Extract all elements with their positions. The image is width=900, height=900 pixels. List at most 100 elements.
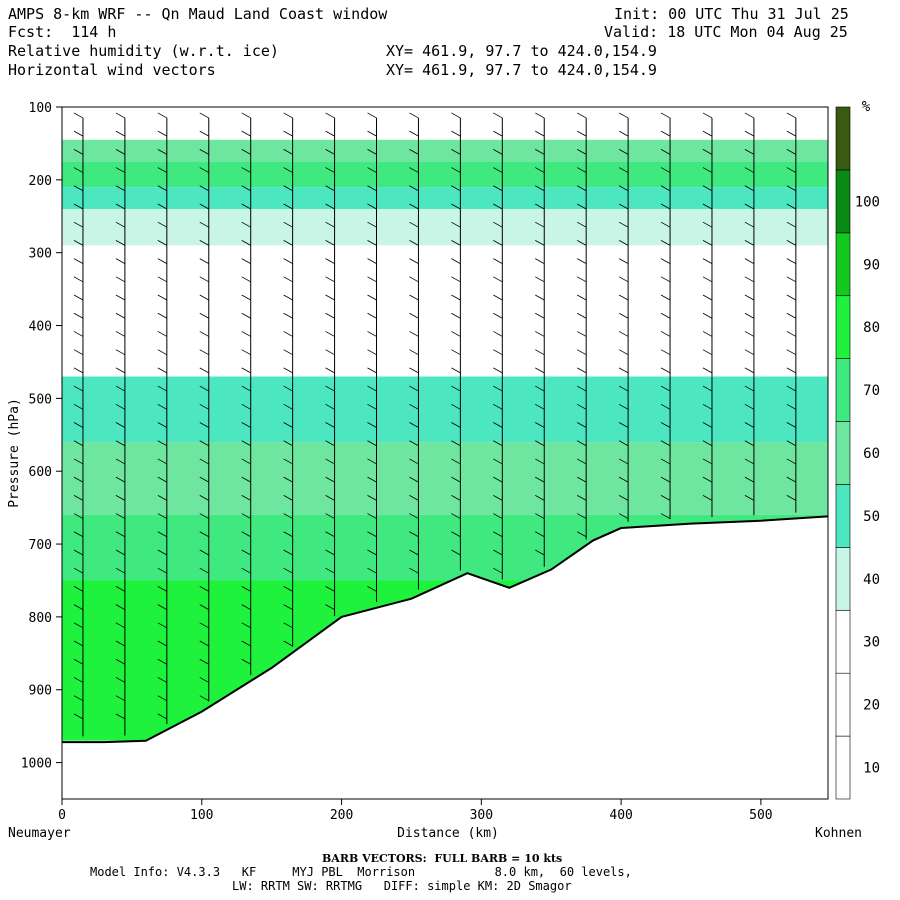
barb-feather (115, 586, 126, 592)
barb-feather (576, 148, 587, 155)
barb-feather (535, 549, 545, 556)
barb-feather (786, 294, 797, 301)
barb-feather (535, 130, 545, 137)
barb-feather (157, 130, 168, 137)
barb-feather (744, 221, 755, 228)
barb-feather (367, 148, 377, 155)
barb-feather (660, 331, 671, 337)
barb-feather (367, 112, 377, 119)
barb-feather (786, 312, 797, 319)
barb-feather (744, 367, 755, 374)
barb-feather (786, 440, 797, 447)
barb-feather (409, 203, 419, 210)
barb-feather (241, 258, 251, 264)
barb-feather (409, 148, 419, 155)
barb-feather (576, 130, 587, 137)
barb-feather (618, 403, 629, 410)
barb-feather (409, 276, 419, 283)
barb-feather (367, 422, 377, 428)
barb-feather (283, 240, 293, 246)
barb-feather (283, 276, 293, 283)
barb-column-10 (493, 112, 503, 580)
terrain-surface-line (62, 515, 828, 744)
barb-feather (367, 312, 377, 319)
barb-feather (493, 331, 503, 337)
barb-feather (576, 294, 587, 301)
colorbar-swatch (835, 169, 851, 234)
barb-feather (199, 167, 209, 173)
barb-feather (618, 513, 629, 519)
barb-column-0 (73, 112, 84, 737)
barb-feather (157, 476, 168, 483)
barb-feather (618, 130, 629, 137)
terrain-fill (62, 516, 828, 799)
barb-feather (115, 713, 126, 720)
barb-feather (744, 422, 755, 428)
barb-feather (157, 276, 168, 283)
barb-feather (283, 203, 293, 210)
barb-feather (618, 458, 629, 465)
barb-feather (576, 494, 587, 501)
barb-feather (73, 494, 84, 501)
barb-feather (367, 331, 377, 337)
barb-feather (786, 167, 797, 173)
barb-feather (786, 258, 797, 264)
barb-feather (535, 258, 545, 264)
rh-band-3 (62, 208, 828, 246)
barb-feather (451, 349, 461, 356)
barb-feather (115, 403, 126, 410)
barb-feather (73, 549, 84, 556)
barb-feather (115, 422, 126, 428)
barb-feather (367, 531, 377, 538)
barb-feather (744, 167, 755, 173)
barb-feather (660, 148, 671, 155)
barb-feather (115, 622, 126, 629)
barb-feather (367, 476, 377, 483)
barb-feather (744, 112, 755, 119)
barb-feather (451, 130, 461, 137)
barb-feather (786, 185, 797, 192)
barb-feather (283, 604, 293, 610)
barb-feather (157, 549, 168, 556)
barb-feather (493, 294, 503, 301)
barb-feather (493, 476, 503, 483)
x-tick-label: 500 (749, 808, 772, 823)
barb-feather (493, 167, 503, 173)
forecast-hour: Fcst: 114 h (8, 23, 117, 41)
colorbar-swatch (835, 232, 851, 297)
barb-feather (157, 385, 168, 392)
barb-feather (409, 422, 419, 428)
barb-feather (535, 494, 545, 501)
barb-feather (535, 458, 545, 465)
barb-feather (786, 403, 797, 410)
barb-feather (73, 367, 84, 374)
barb-feather (157, 695, 168, 702)
barb-feather (618, 185, 629, 192)
barb-feather (115, 276, 126, 283)
colorbar-label: 60 (863, 446, 880, 462)
barb-feather (493, 349, 503, 356)
barb-feather (451, 185, 461, 192)
barb-feather (325, 148, 335, 155)
barb-feather (660, 167, 671, 173)
barb-feather (157, 422, 168, 428)
barb-feather (157, 148, 168, 155)
barb-feather (115, 185, 126, 192)
barb-feather (73, 586, 84, 592)
barb-feather (157, 294, 168, 301)
barb-feather (660, 258, 671, 264)
barb-feather (325, 240, 335, 246)
barb-feather (199, 403, 209, 410)
wind-barbs (73, 112, 797, 737)
barb-feather (618, 422, 629, 428)
barb-feather (115, 458, 126, 465)
barb-feather (199, 240, 209, 246)
barb-feather (409, 258, 419, 264)
barb-feather (409, 531, 419, 538)
barb-feather (73, 130, 84, 137)
y-tick-label: 600 (29, 465, 52, 480)
barb-feather (618, 148, 629, 155)
barb-feather (493, 440, 503, 447)
